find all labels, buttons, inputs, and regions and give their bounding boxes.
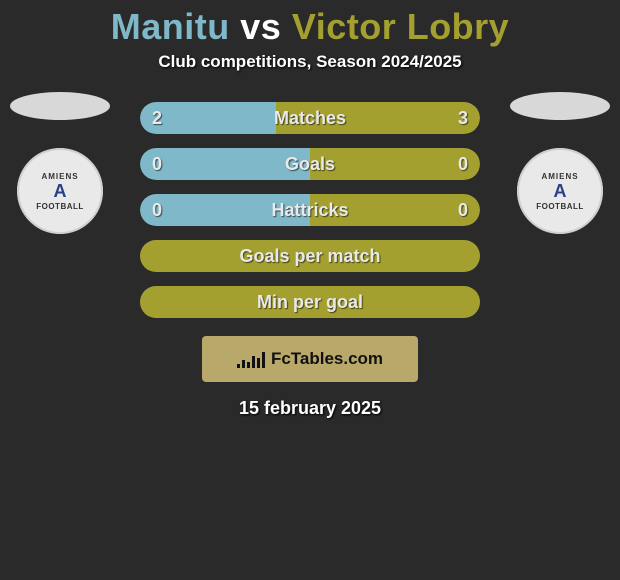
stat-bar: 0 0 Hattricks — [140, 194, 480, 226]
stat-bar: 0 0 Goals — [140, 148, 480, 180]
stat-label: Min per goal — [257, 292, 363, 313]
player-a-club-crest-icon: AMIENS A FOOTBALL — [17, 148, 103, 234]
title-player-b: Victor Lobry — [292, 6, 509, 47]
stat-label: Matches — [274, 108, 346, 129]
comparison-card: Manitu vs Victor Lobry Club competitions… — [0, 0, 620, 419]
stat-value-a: 2 — [152, 108, 162, 129]
stat-label: Hattricks — [271, 200, 348, 221]
player-a-oval-icon — [10, 92, 110, 120]
crest-bot: FOOTBALL — [36, 202, 84, 211]
bar-segment-b — [310, 148, 480, 180]
crest-mid: A — [554, 181, 567, 202]
left-badges: AMIENS A FOOTBALL — [0, 92, 120, 234]
title-vs: vs — [240, 6, 281, 47]
crest-top: AMIENS — [541, 172, 578, 181]
right-badges: AMIENS A FOOTBALL — [500, 92, 620, 234]
stat-bar: Min per goal — [140, 286, 480, 318]
stat-bar: 2 3 Matches — [140, 102, 480, 134]
crest-bot: FOOTBALL — [536, 202, 584, 211]
stat-value-a: 0 — [152, 154, 162, 175]
fctables-badge: FcTables.com — [202, 336, 418, 382]
fctables-text: FcTables.com — [271, 349, 383, 369]
stat-bars: 2 3 Matches 0 0 Goals 0 0 Hattricks Goals per mat… — [140, 102, 480, 318]
stat-bar: Goals per match — [140, 240, 480, 272]
stat-label: Goals per match — [239, 246, 380, 267]
stats-area: AMIENS A FOOTBALL AMIENS A FOOTBALL 2 3 Ma… — [0, 102, 620, 419]
crest-mid: A — [54, 181, 67, 202]
subtitle: Club competitions, Season 2024/2025 — [0, 52, 620, 72]
stat-value-a: 0 — [152, 200, 162, 221]
stat-label: Goals — [285, 154, 335, 175]
stat-value-b: 0 — [458, 154, 468, 175]
stat-value-b: 0 — [458, 200, 468, 221]
date-text: 15 february 2025 — [0, 398, 620, 419]
title-player-a: Manitu — [111, 6, 230, 47]
player-b-club-crest-icon: AMIENS A FOOTBALL — [517, 148, 603, 234]
crest-top: AMIENS — [41, 172, 78, 181]
stat-value-b: 3 — [458, 108, 468, 129]
player-b-oval-icon — [510, 92, 610, 120]
fctables-logo-icon — [237, 350, 265, 368]
page-title: Manitu vs Victor Lobry — [0, 0, 620, 48]
